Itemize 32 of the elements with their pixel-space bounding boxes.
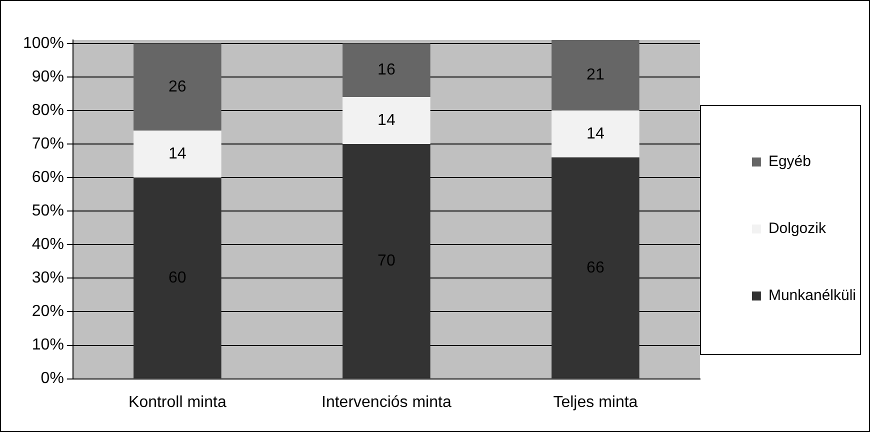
bar (134, 178, 222, 378)
x-tick-label: Intervenciós minta (322, 394, 452, 411)
bar (552, 157, 640, 378)
legend-label: Munkanélküli (768, 287, 856, 304)
legend-label: Dolgozik (768, 220, 826, 238)
bar (342, 43, 430, 98)
bar (134, 130, 222, 178)
y-tick-label: 60% (32, 168, 64, 186)
y-tick-label: 0% (40, 370, 64, 388)
y-tick-label: 80% (32, 102, 64, 119)
y-tick-label: 30% (32, 270, 64, 287)
data-label: 14 (378, 112, 396, 129)
bar (342, 144, 430, 378)
bar (342, 97, 430, 144)
y-tick-label: 50% (32, 202, 64, 220)
bar (134, 43, 222, 131)
y-tick-label: 90% (32, 68, 64, 86)
data-label: 14 (586, 125, 604, 142)
y-tick-label: 20% (32, 303, 64, 320)
data-label: 26 (168, 78, 186, 96)
y-tick-label: 40% (32, 236, 64, 254)
y-tick-label: 10% (32, 336, 64, 354)
y-tick-label: 100% (23, 34, 64, 52)
legend-label: Egyéb (768, 153, 811, 170)
x-tick-label: Kontroll minta (128, 394, 226, 411)
data-label: 14 (168, 145, 186, 162)
x-tick-label: Teljes minta (553, 394, 638, 411)
y-tick-label: 70% (32, 135, 64, 152)
data-label: 16 (378, 62, 396, 79)
bar (552, 110, 640, 158)
data-label: 21 (586, 66, 604, 84)
bar (552, 40, 640, 110)
